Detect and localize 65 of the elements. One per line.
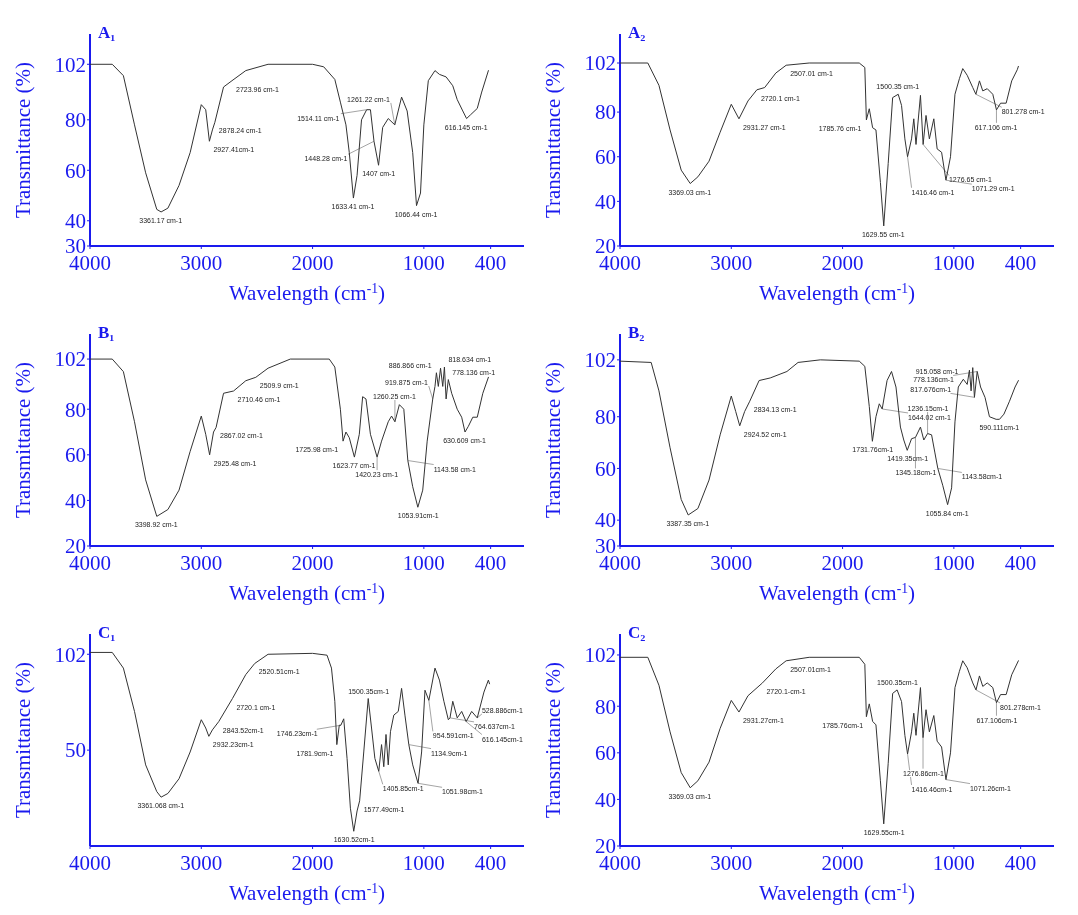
x-tick-label: 3000	[180, 251, 223, 275]
y-tick-label: 102	[54, 642, 86, 667]
x-tick-label: 2000	[821, 251, 864, 275]
x-axis-title: Wavelength (cm$^{-1}$)	[228, 580, 386, 605]
y-tick-label: 60	[65, 158, 86, 183]
y-tick-label: 40	[65, 209, 86, 234]
x-tick-label: 4000	[69, 851, 111, 875]
chart-title: A₂	[628, 23, 646, 42]
y-tick-label: 60	[595, 741, 616, 766]
x-tick-label: 400	[1004, 251, 1037, 275]
y-tick-label: 80	[595, 405, 616, 430]
chart-title: A₁	[98, 23, 116, 42]
chart-title: C₂	[628, 623, 646, 642]
y-tick-label: 102	[584, 51, 616, 76]
y-tick-label: 40	[595, 787, 616, 812]
x-tick-label: 3000	[710, 251, 753, 275]
x-tick-label: 1000	[402, 551, 445, 575]
y-tick-label: 40	[65, 488, 86, 513]
x-tick-label: 2000	[291, 251, 334, 275]
y-tick-label: 60	[595, 145, 616, 170]
x-tick-label: 400	[1004, 851, 1037, 875]
y-axis-title: Transmittance (%)	[541, 361, 565, 519]
chart-title: C₁	[98, 623, 116, 642]
x-axis-title: Wavelength (cm$^{-1}$)	[758, 580, 916, 605]
x-tick-label: 1000	[402, 851, 445, 875]
y-tick-label: 80	[65, 397, 86, 422]
x-axis-title: Wavelength (cm$^{-1}$)	[228, 280, 386, 305]
y-tick-label: 102	[584, 643, 616, 668]
y-tick-label: 102	[584, 348, 616, 373]
x-tick-label: 3000	[180, 551, 223, 575]
x-tick-label: 2000	[821, 851, 864, 875]
y-axis-title: Transmittance (%)	[541, 61, 565, 219]
y-axis-title: Transmittance (%)	[541, 661, 565, 819]
x-tick-label: 3000	[180, 851, 223, 875]
x-tick-label: 400	[474, 251, 507, 275]
x-axis-title: Wavelength (cm$^{-1}$)	[758, 880, 916, 905]
y-tick-label: 50	[65, 738, 86, 763]
y-axis-title: Transmittance (%)	[11, 361, 35, 519]
x-tick-label: 1000	[932, 551, 975, 575]
x-tick-label: 3000	[710, 851, 753, 875]
x-tick-label: 2000	[821, 551, 864, 575]
x-tick-label: 400	[474, 551, 507, 575]
y-tick-label: 80	[595, 694, 616, 719]
x-tick-label: 2000	[291, 551, 334, 575]
y-axis-title: Transmittance (%)	[11, 61, 35, 219]
y-axis-title: Transmittance (%)	[11, 661, 35, 819]
y-tick-label: 102	[54, 52, 86, 77]
x-tick-label: 400	[1004, 551, 1037, 575]
x-axis-title: Wavelength (cm$^{-1}$)	[228, 880, 386, 905]
x-tick-label: 3000	[710, 551, 753, 575]
chart-title: B₁	[98, 323, 115, 342]
y-tick-label: 40	[595, 189, 616, 214]
y-tick-label: 60	[595, 456, 616, 481]
y-tick-label: 80	[595, 100, 616, 125]
x-tick-label: 2000	[291, 851, 334, 875]
y-tick-label: 102	[54, 347, 86, 372]
x-tick-label: 400	[474, 851, 507, 875]
x-axis-title: Wavelength (cm$^{-1}$)	[758, 280, 916, 305]
x-tick-label: 1000	[402, 251, 445, 275]
y-tick-label: 80	[65, 108, 86, 133]
y-tick-label: 40	[595, 508, 616, 533]
y-tick-label: 60	[65, 443, 86, 468]
x-tick-label: 1000	[932, 251, 975, 275]
x-tick-label: 1000	[932, 851, 975, 875]
chart-title: B₂	[628, 323, 645, 342]
